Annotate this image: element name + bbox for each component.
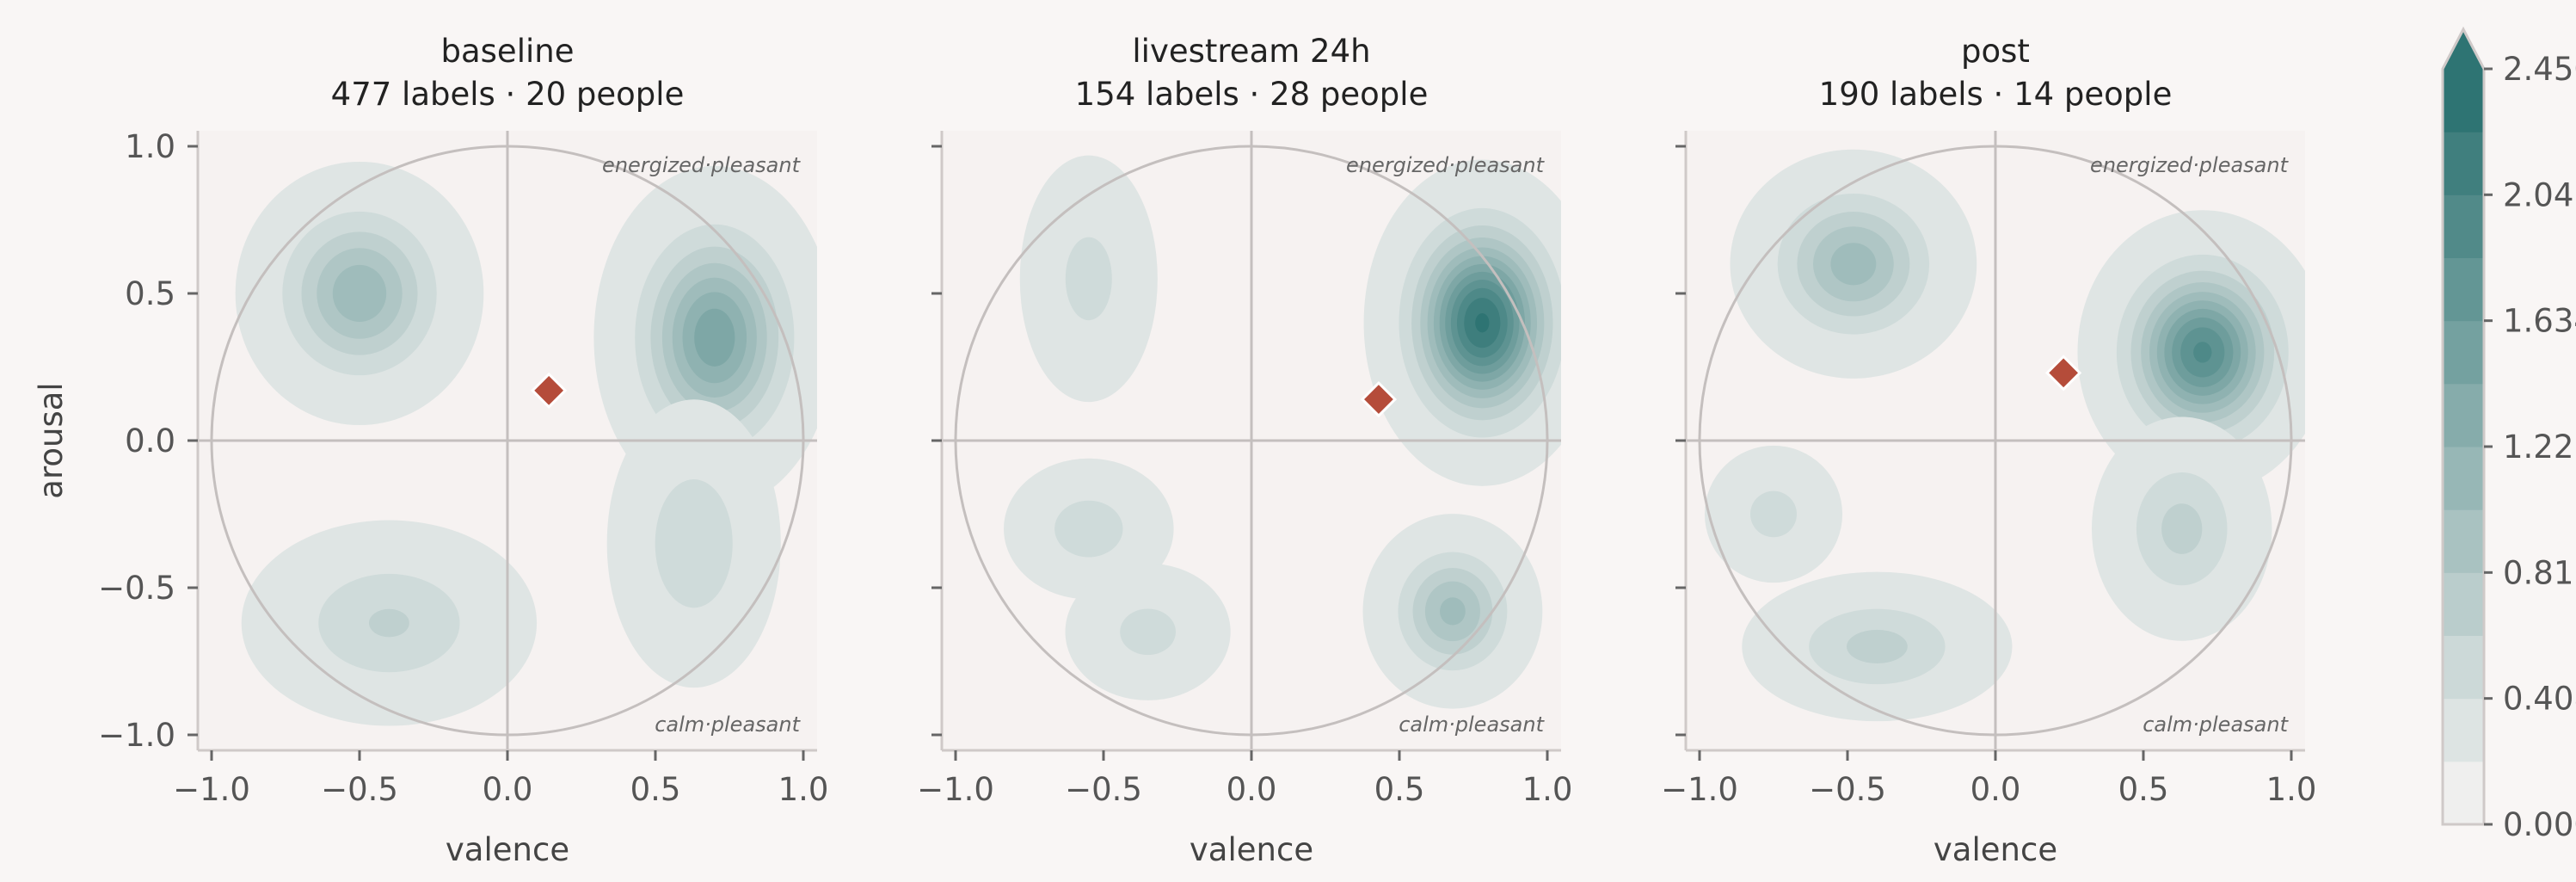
x-tick-label: 0.0 — [1227, 771, 1277, 808]
annotation-energized-pleasant: energized·pleasant — [2090, 153, 2290, 177]
colorbar-level — [2443, 572, 2484, 636]
colorbar-tick-label: 0.000 — [2503, 806, 2576, 843]
unit-circle — [954, 145, 1549, 737]
y-tick-label: 1.0 — [125, 128, 175, 165]
colorbar-level — [2443, 132, 2484, 195]
contour-level — [2193, 342, 2212, 363]
x-tick-label: −0.5 — [321, 771, 398, 808]
density-cluster — [241, 520, 538, 726]
x-tick-label: 0.0 — [483, 771, 533, 808]
x-tick-label: 1.0 — [2266, 771, 2317, 808]
density-contours — [1004, 155, 1561, 709]
contour-level — [1830, 243, 1877, 286]
x-tick-label: 0.5 — [1374, 771, 1425, 808]
unit-circle — [1698, 145, 2293, 737]
x-tick-label: −0.5 — [1809, 771, 1886, 808]
x-tick-label: −1.0 — [173, 771, 250, 808]
density-cluster — [235, 161, 484, 426]
density-cluster — [1704, 445, 1843, 583]
contour-level — [1475, 312, 1490, 333]
panel-2: energized·pleasant calm·pleasant −1.0 −0.5 0… — [917, 33, 1573, 868]
panel-1: energized·pleasant calm·pleasant −1.0 −0.5 0… — [33, 33, 829, 868]
density-cluster — [2077, 210, 2305, 495]
colorbar-level — [2443, 635, 2484, 700]
annotation-calm-pleasant: calm·pleasant — [2143, 712, 2289, 737]
x-axis-label: valence — [446, 831, 569, 868]
x-tick-label: 1.0 — [778, 771, 829, 808]
x-tick-label: −1.0 — [917, 771, 994, 808]
contour-level — [368, 608, 409, 638]
panel-subtitle: 154 labels · 28 people — [1075, 76, 1429, 113]
panel-subtitle: 190 labels · 14 people — [1819, 76, 2173, 113]
density-cluster — [1730, 149, 1977, 379]
colorbar-level — [2443, 761, 2484, 825]
colorbar-level — [2443, 194, 2484, 258]
contour-level — [1065, 237, 1112, 321]
density-cluster — [1363, 159, 1561, 486]
panel-title: post — [1961, 33, 2030, 70]
contour-level — [694, 308, 735, 367]
x-axis-label: valence — [1934, 831, 2057, 868]
colorbar-tick-label: 1.225 — [2503, 429, 2576, 466]
y-tick-label: 0.0 — [125, 422, 175, 460]
y-tick-label: 0.5 — [125, 275, 175, 312]
density-cluster — [2091, 416, 2272, 641]
contour-level — [1750, 490, 1797, 538]
x-tick-label: 1.0 — [1522, 771, 1573, 808]
panel-title: baseline — [441, 33, 575, 70]
density-cluster — [1362, 514, 1543, 709]
x-tick-label: 0.5 — [2118, 771, 2169, 808]
contour-level — [2161, 503, 2203, 554]
density-cluster — [1742, 571, 2013, 722]
mean-marker — [1360, 380, 1398, 418]
colorbar-level — [2443, 320, 2484, 385]
mean-marker — [531, 372, 568, 409]
mean-marker — [2044, 355, 2082, 392]
density-cluster — [1004, 458, 1174, 600]
contour-level — [655, 479, 733, 608]
contour-level — [1847, 629, 1908, 663]
y-tick-label: −0.5 — [98, 570, 175, 607]
x-tick-label: 0.0 — [1970, 771, 2021, 808]
panel-3: energized·pleasant calm·pleasant −1.0 −0.5 0… — [1661, 33, 2317, 868]
y-tick-label: −1.0 — [98, 717, 175, 754]
x-tick-label: −0.5 — [1065, 771, 1142, 808]
colorbar-level — [2443, 698, 2484, 762]
x-tick-label: 0.5 — [630, 771, 681, 808]
colorbar-tick-label: 0.408 — [2503, 681, 2576, 718]
colorbar-level — [2443, 447, 2484, 510]
annotation-energized-pleasant: energized·pleasant — [1346, 153, 1546, 177]
colorbar-level — [2443, 383, 2484, 447]
colorbar-tick-label: 2.450 — [2503, 51, 2576, 88]
panel-subtitle: 477 labels · 20 people — [331, 76, 685, 113]
contour-level — [1120, 608, 1176, 656]
x-axis-label: valence — [1190, 831, 1313, 868]
colorbar-level — [2443, 509, 2484, 573]
colorbar-extend-arrow — [2443, 29, 2484, 69]
density-contours — [1704, 149, 2305, 722]
contour-level — [332, 264, 387, 323]
annotation-energized-pleasant: energized·pleasant — [602, 153, 802, 177]
annotation-calm-pleasant: calm·pleasant — [655, 712, 801, 737]
colorbar-tick-label: 2.042 — [2503, 176, 2576, 213]
y-axis-label: arousal — [33, 382, 70, 498]
annotation-calm-pleasant: calm·pleasant — [1399, 712, 1545, 737]
density-cluster — [1019, 155, 1158, 403]
colorbar: 0.0000.4080.8171.2251.6342.0422.450label… — [2441, 26, 2576, 843]
colorbar-outline — [2441, 26, 2486, 826]
colorbar-tick-label: 0.817 — [2503, 554, 2576, 591]
colorbar-level — [2443, 69, 2484, 133]
unit-circle — [210, 145, 805, 737]
x-tick-label: −1.0 — [1661, 771, 1738, 808]
density-cluster — [1065, 563, 1231, 700]
density-cluster — [606, 399, 781, 688]
density-contours — [235, 161, 817, 726]
panel-title: livestream 24h — [1132, 33, 1370, 70]
contour-level — [1440, 597, 1466, 626]
colorbar-tick-label: 1.634 — [2503, 303, 2576, 340]
colorbar-level — [2443, 257, 2484, 322]
contour-level — [1054, 500, 1123, 558]
